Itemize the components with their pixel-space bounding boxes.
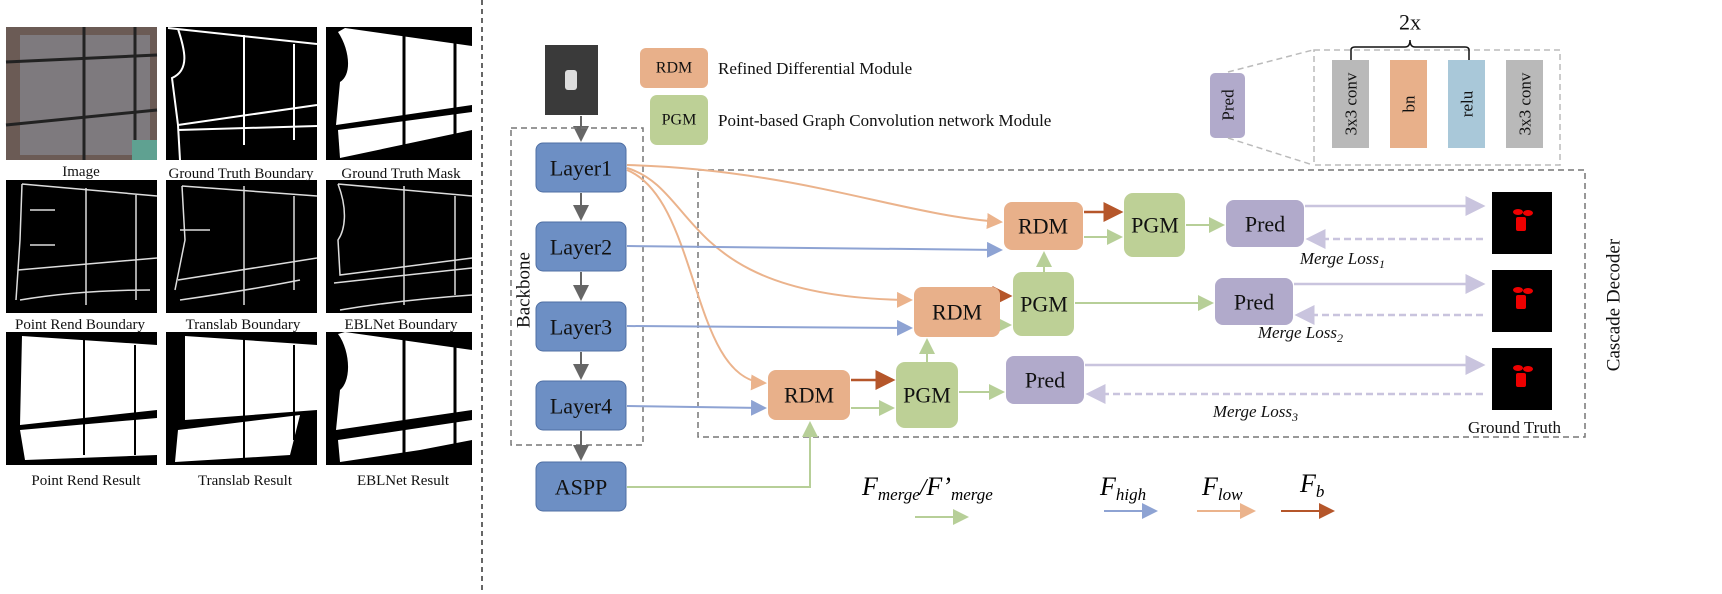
gt-boundary	[166, 27, 318, 161]
repeat-label: 2x	[1399, 10, 1421, 35]
legend-merge: Fmerge/F’merge	[861, 472, 993, 504]
gt-mask	[326, 27, 472, 160]
layer1-label: Layer1	[550, 156, 612, 181]
bn-block	[1390, 60, 1427, 148]
backbone-label: Backbone	[514, 252, 535, 328]
input-thumbnail	[545, 45, 598, 115]
pred-block-3	[1006, 356, 1084, 404]
rdm-block-3	[768, 370, 850, 420]
legend-rdm-swatch	[640, 48, 708, 88]
conv-block	[1506, 60, 1543, 148]
rdm-block-1	[1004, 202, 1083, 250]
ground-truth-thumb	[1492, 192, 1552, 254]
decoder-label: Cascade Decoder	[1604, 238, 1625, 371]
conv-label: 3x3 conv	[1516, 72, 1535, 135]
translab-result	[166, 332, 317, 465]
pointrend-result	[6, 332, 157, 465]
legend-pgm-swatch	[650, 95, 708, 145]
caption: EBLNet Result	[357, 473, 450, 489]
relu-block	[1448, 60, 1485, 148]
pred-block-1	[1226, 200, 1304, 247]
pred-label: Pred	[1234, 290, 1274, 315]
bn-label: bn	[1400, 95, 1419, 113]
pred-label: Pred	[1025, 368, 1065, 393]
layer3-label: Layer3	[550, 315, 612, 340]
pgm-block-1	[1124, 193, 1185, 257]
pred-detail-label: Pred	[1219, 89, 1238, 121]
pointrend-boundary	[6, 180, 158, 313]
pgm-label: PGM	[903, 383, 951, 408]
caption: EBLNet Boundary	[345, 317, 458, 333]
pred-block-2	[1215, 278, 1293, 325]
caption: Point Rend Result	[31, 473, 141, 489]
translab-boundary	[166, 180, 318, 313]
rdm-label: RDM	[1018, 214, 1068, 239]
pred-label: Pred	[1245, 212, 1285, 237]
layer4-block	[535, 380, 627, 431]
pred-detail-frame	[1313, 49, 1561, 166]
caption: Translab Boundary	[186, 317, 301, 333]
layer1-block	[535, 142, 627, 193]
merge-loss-3: Merge Loss3	[1212, 402, 1298, 424]
legend-rdm-abbr: RDM	[656, 60, 692, 77]
caption: Image	[62, 164, 100, 180]
eblnet-result	[326, 332, 472, 465]
pgm-label: PGM	[1020, 292, 1068, 317]
aspp-block	[535, 461, 627, 512]
conv-block	[1332, 60, 1369, 148]
input-photo	[5, 27, 158, 160]
legend-rdm-full: Refined Differential Module	[718, 59, 912, 78]
decoder-frame	[697, 169, 1586, 438]
layer2-label: Layer2	[550, 235, 612, 260]
caption: Point Rend Boundary	[15, 317, 145, 333]
layer4-label: Layer4	[550, 394, 612, 419]
legend-b: Fb	[1299, 469, 1324, 501]
legend-high: Fhigh	[1099, 472, 1146, 504]
pred-detail-box	[1210, 73, 1245, 138]
merge-loss-1: Merge Loss1	[1299, 249, 1385, 271]
legend-pgm-full: Point-based Graph Convolution network Mo…	[718, 111, 1051, 130]
layer3-block	[535, 301, 627, 352]
rdm-block-2	[914, 287, 1000, 337]
layer2-block	[535, 221, 627, 272]
legend-low: Flow	[1201, 472, 1243, 504]
pgm-label: PGM	[1131, 213, 1179, 238]
rdm-label: RDM	[932, 300, 982, 325]
pgm-block-2	[1013, 272, 1074, 336]
relu-label: relu	[1458, 90, 1477, 117]
caption: Ground Truth Mask	[341, 166, 461, 182]
rdm-label: RDM	[784, 383, 834, 408]
conv-label: 3x3 conv	[1342, 72, 1361, 135]
ground-truth-thumb	[1492, 348, 1552, 410]
comparison-grid: Image Ground Truth Boundary Ground Truth…	[5, 27, 473, 489]
aspp-label: ASPP	[555, 475, 608, 500]
merge-loss-2: Merge Loss2	[1257, 323, 1343, 345]
repeat-brace	[1350, 39, 1470, 60]
ground-truth-label: Ground Truth	[1468, 418, 1562, 437]
pgm-block-3	[896, 362, 958, 428]
legend-pgm-abbr: PGM	[662, 112, 697, 129]
ground-truth-thumb	[1492, 270, 1552, 332]
caption: Ground Truth Boundary	[168, 166, 314, 182]
eblnet-boundary	[326, 180, 473, 313]
caption: Translab Result	[198, 473, 293, 489]
